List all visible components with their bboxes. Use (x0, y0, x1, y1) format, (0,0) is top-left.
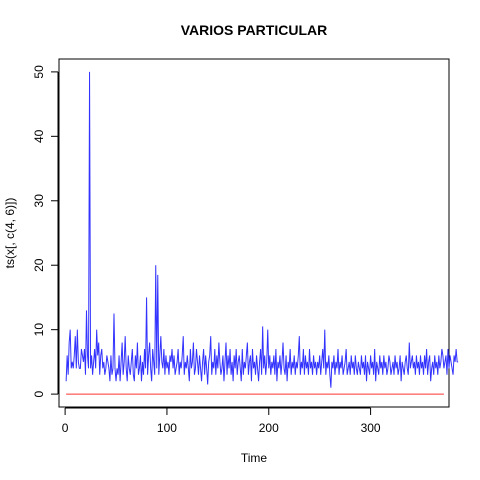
x-axis: 0 100 200 300 (62, 408, 381, 435)
y-tick-label: 20 (32, 258, 46, 272)
y-tick-label: 40 (32, 129, 46, 143)
x-tick-label: 200 (259, 421, 279, 435)
chart-title: VARIOS PARTICULAR (181, 22, 327, 38)
y-tick-label: 10 (32, 323, 46, 337)
y-axis-label: ts(x[, c(4, 6)]) (3, 198, 17, 269)
series-line-1 (66, 72, 458, 388)
x-tick-label: 300 (361, 421, 381, 435)
y-tick-label: 30 (32, 194, 46, 208)
x-axis-label: Time (241, 451, 268, 465)
y-tick-label: 50 (32, 65, 46, 79)
series-layer (66, 72, 458, 394)
x-tick-label: 0 (62, 421, 69, 435)
plot-frame (59, 59, 449, 407)
y-tick-label: 0 (32, 390, 46, 397)
y-axis: 0 10 20 30 40 50 (32, 65, 58, 398)
x-tick-label: 100 (157, 421, 177, 435)
